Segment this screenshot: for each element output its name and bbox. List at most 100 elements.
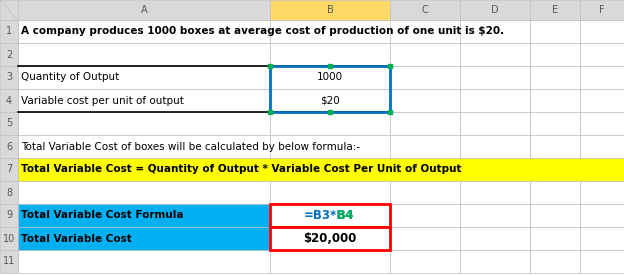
Bar bbox=[390, 89, 460, 112]
Bar bbox=[0, 89, 18, 112]
Bar bbox=[390, 20, 460, 43]
Bar bbox=[18, 43, 270, 66]
Bar bbox=[580, 204, 624, 227]
Bar bbox=[580, 20, 624, 43]
Bar bbox=[580, 43, 624, 66]
Bar bbox=[390, 158, 460, 181]
Bar bbox=[390, 0, 460, 20]
Bar bbox=[530, 20, 580, 43]
Bar bbox=[0, 112, 18, 135]
Bar bbox=[530, 0, 580, 20]
Bar bbox=[270, 181, 390, 204]
Bar bbox=[18, 181, 270, 204]
Text: E: E bbox=[552, 5, 558, 15]
Bar bbox=[18, 204, 390, 227]
Text: A company produces 1000 boxes at average cost of production of one unit is $20.: A company produces 1000 boxes at average… bbox=[21, 26, 504, 36]
Bar bbox=[270, 135, 390, 158]
Bar bbox=[530, 66, 580, 89]
Bar bbox=[18, 158, 270, 181]
Bar bbox=[580, 181, 624, 204]
Bar bbox=[0, 250, 18, 273]
Text: 1000: 1000 bbox=[317, 73, 343, 83]
Text: 2: 2 bbox=[6, 49, 12, 60]
Text: $20,000: $20,000 bbox=[303, 232, 357, 245]
Bar bbox=[580, 89, 624, 112]
Bar bbox=[530, 89, 580, 112]
Bar bbox=[530, 181, 580, 204]
Bar bbox=[460, 250, 530, 273]
Text: Total Variable Cost = Quantity of Output * Variable Cost Per Unit of Output: Total Variable Cost = Quantity of Output… bbox=[21, 164, 462, 174]
Text: B4: B4 bbox=[337, 209, 354, 222]
Text: Quantity of Output: Quantity of Output bbox=[21, 73, 119, 83]
Bar bbox=[530, 158, 580, 181]
Text: A: A bbox=[140, 5, 147, 15]
Text: C: C bbox=[422, 5, 428, 15]
Bar bbox=[270, 43, 390, 66]
Text: Total Variable Cost of boxes will be calculated by below formula:-: Total Variable Cost of boxes will be cal… bbox=[21, 142, 360, 152]
Text: Total Variable Cost: Total Variable Cost bbox=[21, 233, 132, 243]
Bar bbox=[270, 227, 390, 250]
Bar bbox=[580, 66, 624, 89]
Bar bbox=[460, 66, 530, 89]
Bar bbox=[390, 181, 460, 204]
Text: D: D bbox=[491, 5, 499, 15]
Bar bbox=[18, 20, 270, 43]
Bar bbox=[18, 158, 624, 181]
Bar bbox=[460, 89, 530, 112]
Bar bbox=[580, 112, 624, 135]
Bar bbox=[580, 0, 624, 20]
Bar bbox=[270, 112, 390, 135]
Bar bbox=[460, 135, 530, 158]
Text: 4: 4 bbox=[6, 95, 12, 105]
Bar bbox=[270, 20, 390, 43]
Text: Variable cost per unit of output: Variable cost per unit of output bbox=[21, 95, 184, 105]
Bar bbox=[0, 0, 18, 20]
Bar bbox=[580, 227, 624, 250]
Bar bbox=[390, 43, 460, 66]
Text: 6: 6 bbox=[6, 142, 12, 152]
Bar bbox=[270, 66, 390, 112]
Bar bbox=[270, 66, 390, 89]
Bar bbox=[460, 181, 530, 204]
Bar bbox=[18, 89, 270, 112]
Bar bbox=[460, 112, 530, 135]
Bar bbox=[0, 66, 18, 89]
Bar bbox=[460, 158, 530, 181]
Text: 11: 11 bbox=[3, 256, 15, 267]
Bar bbox=[390, 112, 460, 135]
Bar bbox=[18, 135, 270, 158]
Bar bbox=[530, 112, 580, 135]
Text: $20: $20 bbox=[320, 95, 340, 105]
Bar bbox=[270, 250, 390, 273]
Bar bbox=[0, 227, 18, 250]
Bar bbox=[0, 158, 18, 181]
Text: 1: 1 bbox=[6, 26, 12, 36]
Text: F: F bbox=[599, 5, 605, 15]
Bar bbox=[270, 0, 390, 20]
Text: 10: 10 bbox=[3, 233, 15, 243]
Bar bbox=[18, 204, 270, 227]
Bar bbox=[390, 66, 460, 89]
Text: B: B bbox=[326, 5, 333, 15]
Bar bbox=[18, 250, 270, 273]
Bar bbox=[460, 20, 530, 43]
Text: =B3*B4: =B3*B4 bbox=[304, 209, 354, 222]
Bar bbox=[0, 135, 18, 158]
Bar bbox=[390, 250, 460, 273]
Bar bbox=[18, 0, 270, 20]
Bar bbox=[0, 20, 18, 43]
Bar bbox=[530, 204, 580, 227]
Text: 5: 5 bbox=[6, 118, 12, 129]
Bar bbox=[270, 204, 390, 227]
Bar bbox=[530, 227, 580, 250]
Bar bbox=[460, 227, 530, 250]
Bar bbox=[530, 135, 580, 158]
Bar bbox=[580, 158, 624, 181]
Bar bbox=[18, 227, 390, 250]
Bar bbox=[18, 112, 270, 135]
Bar bbox=[390, 204, 460, 227]
Bar bbox=[460, 0, 530, 20]
Text: 3: 3 bbox=[6, 73, 12, 83]
Text: 7: 7 bbox=[6, 164, 12, 174]
Bar bbox=[270, 158, 390, 181]
